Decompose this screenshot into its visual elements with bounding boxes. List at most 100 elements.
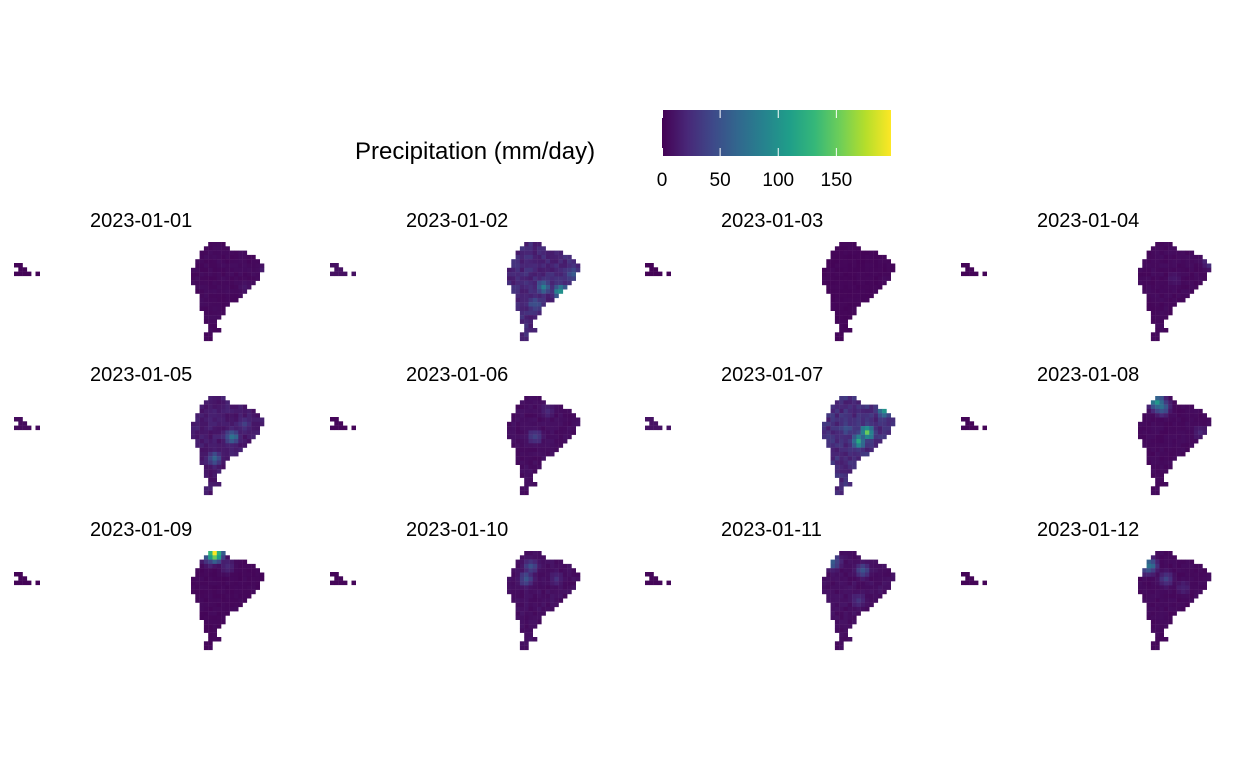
grid-cell — [528, 323, 533, 329]
grid-cell — [847, 280, 853, 286]
grid-cell — [208, 469, 213, 474]
grid-cell — [515, 408, 521, 414]
grid-cell — [961, 271, 966, 277]
grid-cell — [18, 572, 23, 577]
grid-cell — [238, 585, 243, 590]
grid-cell — [1185, 272, 1190, 277]
grid-cell — [839, 285, 844, 290]
grid-cell — [199, 439, 205, 444]
grid-cell — [212, 306, 217, 311]
grid-cell — [886, 259, 891, 264]
grid-cell — [1193, 413, 1199, 418]
grid-cell — [826, 439, 831, 444]
grid-cell — [1172, 576, 1177, 582]
grid-cell — [852, 417, 857, 422]
grid-cell — [1181, 272, 1186, 277]
grid-cell — [545, 434, 551, 440]
grid-cell — [856, 267, 861, 273]
grid-cell — [537, 272, 542, 277]
grid-cell — [203, 464, 209, 470]
grid-cell — [1198, 434, 1203, 440]
grid-cell — [342, 425, 348, 431]
grid-cell — [554, 259, 559, 264]
grid-cell — [519, 417, 525, 422]
grid-cell — [212, 585, 217, 590]
grid-cell — [212, 477, 217, 483]
grid-cell — [1189, 280, 1195, 286]
grid-cell — [528, 310, 533, 316]
grid-cell — [191, 421, 196, 427]
grid-cell — [1168, 400, 1173, 405]
grid-cell — [242, 421, 248, 427]
grid-cell — [221, 250, 226, 256]
grid-cell — [839, 581, 844, 586]
grid-cell — [208, 447, 213, 453]
grid-cell — [1168, 606, 1173, 612]
grid-cell — [255, 585, 260, 590]
grid-cell — [216, 421, 222, 427]
grid-cell — [567, 589, 572, 595]
grid-cell — [834, 624, 840, 629]
facet-panel: 2023-01-03 — [631, 200, 931, 350]
grid-cell — [826, 426, 831, 431]
grid-cell — [221, 581, 226, 586]
grid-cell — [216, 598, 222, 603]
grid-cell — [545, 447, 551, 453]
grid-cell — [532, 581, 538, 586]
grid-cell — [649, 425, 654, 431]
grid-cell — [216, 585, 222, 590]
grid-cell — [524, 272, 529, 277]
facet-map — [645, 551, 896, 651]
grid-cell — [843, 460, 848, 465]
grid-cell — [1163, 293, 1169, 299]
grid-cell — [203, 576, 209, 582]
grid-cell — [541, 285, 546, 290]
grid-cell — [208, 632, 213, 638]
grid-cell — [852, 413, 857, 418]
grid-cell — [1189, 426, 1195, 431]
grid-cell — [1172, 289, 1177, 294]
grid-cell — [212, 469, 217, 474]
grid-cell — [826, 263, 831, 268]
grid-cell — [1138, 280, 1143, 286]
grid-cell — [541, 439, 546, 444]
grid-cell — [856, 594, 861, 599]
grid-cell — [843, 404, 848, 410]
grid-cell — [259, 263, 265, 268]
grid-cell — [834, 460, 840, 465]
grid-cell — [856, 246, 861, 251]
grid-cell — [843, 430, 848, 435]
grid-cell — [524, 259, 529, 264]
grid-cell — [216, 254, 222, 260]
grid-cell — [1146, 430, 1152, 435]
grid-cell — [1163, 606, 1169, 612]
grid-cell — [221, 404, 226, 410]
grid-cell — [1155, 611, 1160, 616]
grid-cell — [1168, 263, 1173, 268]
grid-cell — [191, 267, 196, 273]
grid-cell — [208, 289, 213, 294]
grid-cell — [1185, 602, 1190, 608]
grid-cell — [839, 447, 844, 453]
grid-cell — [961, 417, 966, 422]
grid-cell — [1155, 426, 1160, 431]
grid-cell — [212, 280, 217, 286]
grid-cell — [515, 568, 521, 573]
grid-cell — [208, 396, 213, 401]
grid-cell — [877, 430, 883, 435]
grid-cell — [528, 276, 533, 281]
grid-cell — [1159, 585, 1164, 590]
grid-cell — [511, 434, 516, 440]
grid-cell — [541, 404, 546, 410]
grid-cell — [537, 576, 542, 582]
grid-cell — [511, 572, 516, 577]
grid-cell — [532, 555, 538, 560]
grid-cell — [524, 421, 529, 427]
grid-cell — [351, 580, 356, 586]
grid-cell — [1146, 285, 1152, 290]
grid-cell — [511, 280, 516, 286]
grid-cell — [545, 576, 551, 582]
grid-cell — [537, 289, 542, 294]
grid-cell — [847, 302, 853, 307]
grid-cell — [653, 271, 659, 277]
